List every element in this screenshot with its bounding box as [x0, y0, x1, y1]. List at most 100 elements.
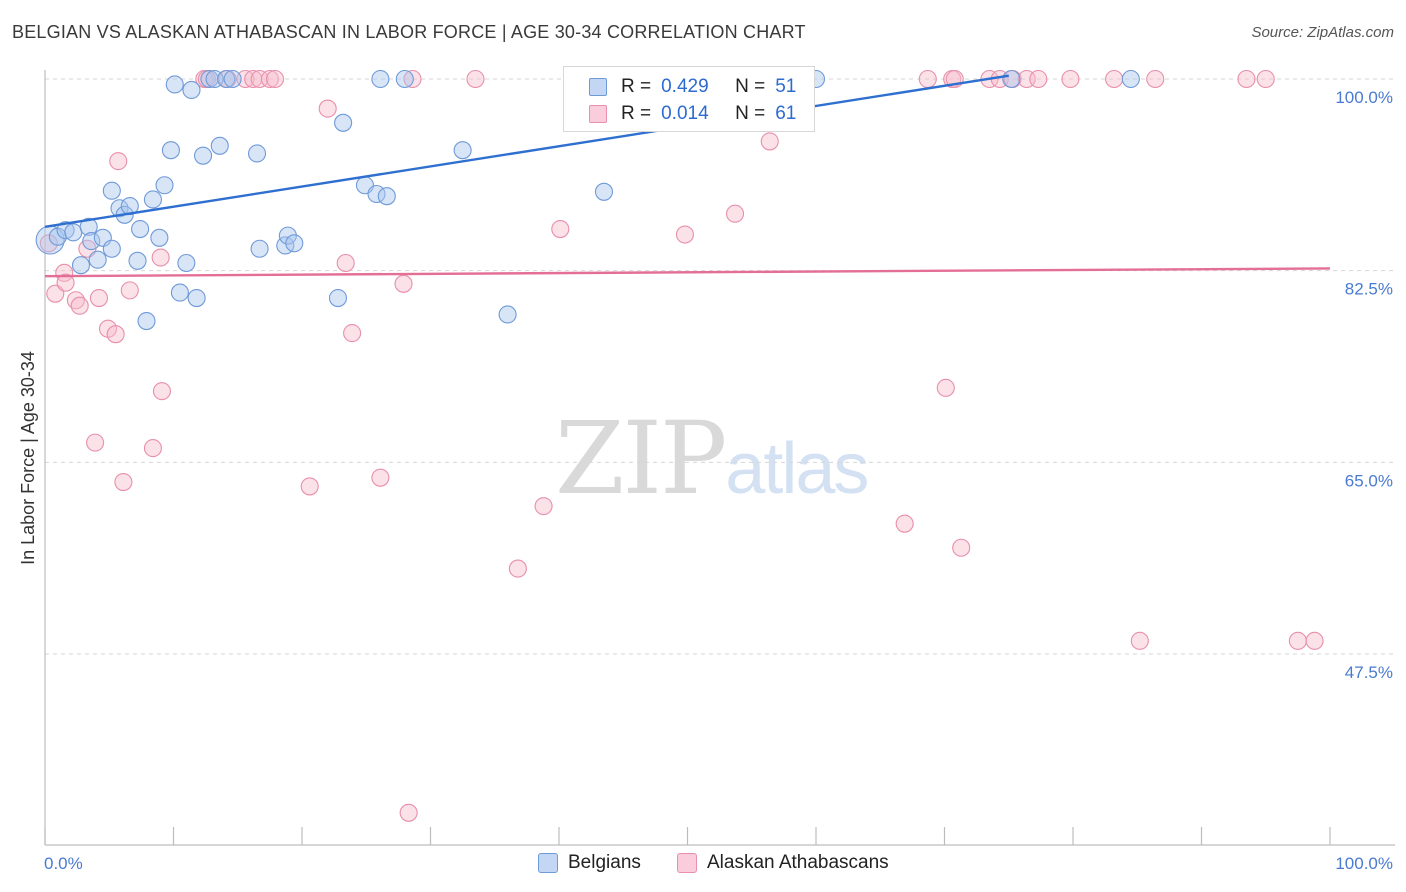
trend-line-belgians	[44, 74, 1009, 229]
data-point	[102, 181, 121, 200]
data-point	[165, 75, 184, 94]
watermark-zip: ZIP	[555, 400, 727, 517]
data-point	[1061, 69, 1080, 89]
data-point	[114, 472, 133, 492]
data-point	[177, 253, 196, 273]
data-point	[143, 439, 162, 458]
data-point	[56, 273, 75, 292]
data-point	[137, 311, 156, 331]
legend-swatch-blue	[589, 78, 607, 96]
correlation-legend: R = 0.429 N = 51 R = 0.014 N = 61	[563, 66, 815, 132]
data-point	[1237, 69, 1256, 89]
data-point	[336, 253, 355, 273]
data-point	[328, 288, 348, 308]
bottom-legend-alaskan: Alaskan Athabascans	[677, 852, 889, 874]
data-point	[675, 225, 694, 244]
data-point	[39, 234, 58, 253]
data-point	[151, 248, 170, 267]
data-point	[260, 69, 279, 89]
data-point	[377, 187, 396, 206]
x-tick-label-min: 0.0%	[44, 854, 83, 873]
series-alaskan-athabascans	[39, 69, 1324, 822]
data-point	[109, 152, 128, 171]
data-point	[334, 113, 353, 132]
legend-r-label: R =	[621, 103, 652, 124]
gridlines	[45, 78, 1395, 655]
data-point	[918, 69, 937, 89]
data-point	[182, 80, 201, 100]
bottom-legend-label: Belgians	[568, 852, 641, 873]
data-point	[1130, 631, 1149, 650]
data-point	[106, 325, 125, 344]
bottom-legend-swatch-pink	[677, 853, 697, 873]
data-point	[1305, 631, 1324, 650]
legend-r-label: R =	[621, 76, 652, 97]
data-point	[187, 288, 206, 308]
axis-labels: 100.0% 82.5% 65.0% 47.5% 0.0% 100.0% In Labor …	[18, 88, 1393, 873]
data-point	[285, 234, 304, 253]
y-axis-title: In Labor Force | Age 30-34	[18, 351, 38, 565]
data-point	[343, 324, 362, 343]
data-point	[371, 468, 390, 487]
watermark: ZIPatlas	[555, 400, 869, 517]
data-point	[247, 144, 267, 163]
source-label: Source: ZipAtlas.com	[1251, 24, 1394, 41]
legend-swatch-pink	[589, 105, 607, 123]
legend-row-belgians: R = 0.429 N = 51	[564, 73, 796, 101]
data-point	[1121, 69, 1140, 89]
legend-n-value: 61	[775, 103, 797, 124]
data-point	[895, 514, 914, 533]
data-point	[152, 382, 171, 401]
legend-r-value: 0.014	[661, 103, 709, 124]
legend-row-alaskan: R = 0.014 N = 61	[564, 100, 796, 128]
data-point	[498, 305, 517, 324]
bottom-legend-belgians: Belgians	[538, 852, 641, 874]
data-point	[1288, 631, 1307, 650]
data-point	[453, 141, 472, 160]
data-point	[217, 69, 236, 89]
data-point	[594, 182, 614, 201]
data-point	[161, 141, 180, 160]
data-point	[300, 477, 319, 496]
data-point	[82, 232, 101, 251]
trend-lines	[44, 74, 1331, 278]
y-tick-label: 65.0%	[1345, 471, 1393, 490]
data-point	[278, 226, 297, 245]
y-tick-label: 100.0%	[1335, 88, 1393, 107]
data-point	[120, 281, 139, 300]
legend-r-value: 0.429	[661, 76, 709, 97]
data-point	[551, 219, 570, 239]
data-point	[371, 69, 390, 89]
data-point	[89, 288, 109, 308]
data-point	[399, 803, 418, 822]
data-point	[223, 69, 242, 89]
data-point	[952, 538, 971, 557]
data-point	[508, 559, 527, 578]
legend-n-label: N =	[735, 103, 766, 124]
series-belgians	[35, 69, 1140, 331]
data-point	[71, 256, 91, 275]
data-point	[466, 69, 485, 89]
legend-n-label: N =	[735, 76, 766, 97]
y-tick-label: 47.5%	[1345, 663, 1393, 682]
y-tick-label: 82.5%	[1345, 280, 1393, 299]
data-point	[194, 146, 213, 165]
chart-title: BELGIAN VS ALASKAN ATHABASCAN IN LABOR F…	[12, 22, 806, 42]
data-point	[131, 219, 150, 239]
data-point	[1256, 69, 1275, 89]
data-point	[250, 239, 269, 258]
x-tick-label-max: 100.0%	[1335, 854, 1393, 873]
data-point	[760, 132, 779, 151]
data-point	[150, 228, 169, 247]
data-point	[128, 251, 147, 270]
data-point	[1146, 69, 1165, 89]
data-point	[936, 378, 955, 397]
data-point	[170, 283, 189, 302]
data-point	[725, 204, 745, 223]
data-point	[318, 99, 337, 118]
watermark-atlas: atlas	[725, 429, 869, 509]
data-point	[403, 69, 422, 89]
data-point	[64, 223, 83, 242]
trend-line-alaskan	[44, 267, 1331, 278]
